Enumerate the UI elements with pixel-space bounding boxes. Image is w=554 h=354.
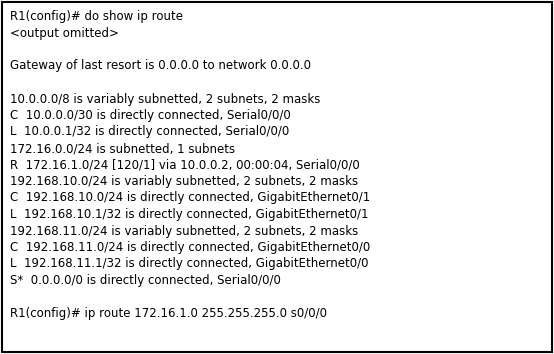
Text: 192.168.11.0/24 is variably subnetted, 2 subnets, 2 masks: 192.168.11.0/24 is variably subnetted, 2…: [10, 224, 358, 238]
Text: Gateway of last resort is 0.0.0.0 to network 0.0.0.0: Gateway of last resort is 0.0.0.0 to net…: [10, 59, 311, 73]
Text: L  192.168.11.1/32 is directly connected, GigabitEthernet0/0: L 192.168.11.1/32 is directly connected,…: [10, 257, 368, 270]
Text: C  192.168.10.0/24 is directly connected, GigabitEthernet0/1: C 192.168.10.0/24 is directly connected,…: [10, 192, 370, 205]
Text: 10.0.0.0/8 is variably subnetted, 2 subnets, 2 masks: 10.0.0.0/8 is variably subnetted, 2 subn…: [10, 92, 320, 105]
Text: C  10.0.0.0/30 is directly connected, Serial0/0/0: C 10.0.0.0/30 is directly connected, Ser…: [10, 109, 291, 122]
Text: R  172.16.1.0/24 [120/1] via 10.0.0.2, 00:00:04, Serial0/0/0: R 172.16.1.0/24 [120/1] via 10.0.0.2, 00…: [10, 159, 360, 171]
Text: L  10.0.0.1/32 is directly connected, Serial0/0/0: L 10.0.0.1/32 is directly connected, Ser…: [10, 126, 289, 138]
Text: 192.168.10.0/24 is variably subnetted, 2 subnets, 2 masks: 192.168.10.0/24 is variably subnetted, 2…: [10, 175, 358, 188]
Text: R1(config)# ip route 172.16.1.0 255.255.255.0 s0/0/0: R1(config)# ip route 172.16.1.0 255.255.…: [10, 307, 327, 320]
Text: 172.16.0.0/24 is subnetted, 1 subnets: 172.16.0.0/24 is subnetted, 1 subnets: [10, 142, 235, 155]
Text: R1(config)# do show ip route: R1(config)# do show ip route: [10, 10, 183, 23]
Text: L  192.168.10.1/32 is directly connected, GigabitEthernet0/1: L 192.168.10.1/32 is directly connected,…: [10, 208, 368, 221]
Text: <output omitted>: <output omitted>: [10, 27, 119, 40]
Text: S*  0.0.0.0/0 is directly connected, Serial0/0/0: S* 0.0.0.0/0 is directly connected, Seri…: [10, 274, 281, 287]
Text: C  192.168.11.0/24 is directly connected, GigabitEthernet0/0: C 192.168.11.0/24 is directly connected,…: [10, 241, 370, 254]
